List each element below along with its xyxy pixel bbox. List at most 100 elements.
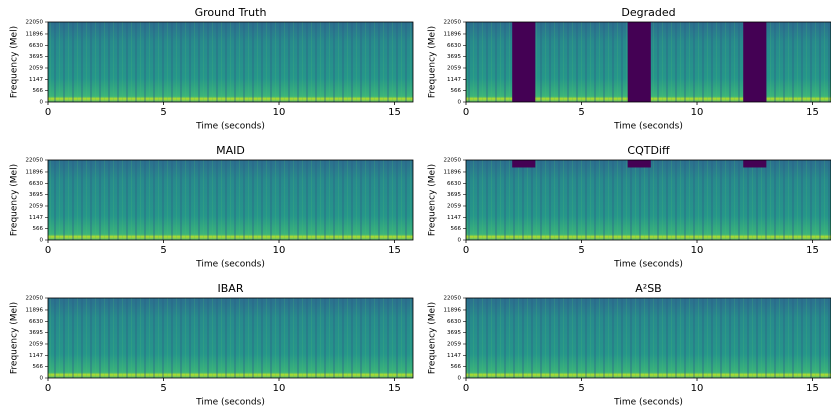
x-tick-label: 5 [578, 245, 584, 256]
y-tick-label: 6630 [29, 319, 43, 325]
masked-region [512, 160, 536, 168]
y-tick-label: 6630 [29, 43, 43, 49]
x-tick-label: 0 [463, 383, 469, 394]
x-tick-label: 15 [806, 383, 819, 394]
x-tick-label: 0 [463, 245, 469, 256]
x-tick-label: 15 [806, 245, 819, 256]
masked-region [512, 22, 536, 102]
spectrogram-texture [48, 298, 413, 378]
x-axis-label: Time (seconds) [613, 122, 683, 132]
x-tick-label: 10 [691, 245, 704, 256]
y-tick-label: 6630 [29, 181, 43, 187]
y-tick-label: 566 [451, 364, 462, 370]
y-axis-label: Frequency (Mel) [428, 26, 438, 98]
y-tick-label: 1147 [29, 353, 43, 359]
y-tick-label: 2059 [447, 65, 461, 71]
y-tick-label: 22050 [26, 20, 44, 26]
x-tick-label: 5 [578, 107, 584, 118]
x-tick-label: 5 [160, 107, 166, 118]
y-tick-label: 3695 [29, 330, 43, 336]
y-tick-label: 1147 [29, 215, 43, 221]
masked-region [743, 22, 767, 102]
y-tick-label: 2059 [29, 203, 43, 209]
y-tick-label: 1147 [29, 77, 43, 83]
panel-title: MAID [216, 144, 245, 157]
x-tick-label: 0 [463, 107, 469, 118]
plot-frame [465, 297, 831, 379]
y-tick-label: 0 [458, 100, 462, 106]
y-tick-label: 3695 [447, 192, 461, 198]
y-tick-label: 0 [458, 238, 462, 244]
x-tick-label: 5 [160, 383, 166, 394]
spectrogram-texture [466, 160, 831, 240]
x-axis-label: Time (seconds) [195, 122, 265, 132]
spectrogram-texture [48, 22, 413, 102]
y-tick-label: 3695 [447, 330, 461, 336]
y-axis-label: Frequency (Mel) [428, 164, 438, 236]
y-tick-label: 2059 [29, 341, 43, 347]
x-tick-label: 10 [273, 245, 286, 256]
y-tick-label: 22050 [26, 158, 44, 164]
y-tick-label: 11896 [444, 169, 462, 175]
y-tick-label: 6630 [447, 43, 461, 49]
y-tick-label: 11896 [26, 307, 44, 313]
masked-region [627, 160, 651, 168]
y-axis-label: Frequency (Mel) [10, 164, 20, 236]
y-tick-label: 566 [33, 364, 44, 370]
y-axis-label: Frequency (Mel) [10, 26, 20, 98]
x-tick-label: 0 [45, 245, 51, 256]
plot-frame [47, 21, 414, 103]
y-tick-label: 22050 [444, 20, 462, 26]
spectrogram-texture [466, 298, 831, 378]
y-tick-label: 22050 [444, 296, 462, 302]
plot-frame [465, 159, 831, 241]
y-tick-label: 3695 [29, 54, 43, 60]
x-tick-label: 0 [45, 107, 51, 118]
y-tick-label: 6630 [447, 319, 461, 325]
x-axis-label: Time (seconds) [613, 398, 683, 408]
panel-title: CQTDiff [627, 144, 670, 157]
panel-title: Ground Truth [195, 6, 267, 19]
x-tick-label: 15 [388, 383, 401, 394]
x-tick-label: 15 [388, 245, 401, 256]
panel-title: A²SB [635, 282, 661, 295]
y-axis-label: Frequency (Mel) [428, 302, 438, 374]
y-tick-label: 0 [40, 376, 44, 382]
y-tick-label: 22050 [26, 296, 44, 302]
y-tick-label: 566 [451, 88, 462, 94]
x-tick-label: 15 [806, 107, 819, 118]
y-tick-label: 566 [33, 226, 44, 232]
y-tick-label: 11896 [26, 31, 44, 37]
panel-title: Degraded [621, 6, 675, 19]
spectrogram-texture [48, 160, 413, 240]
y-tick-label: 0 [40, 238, 44, 244]
y-tick-label: 0 [40, 100, 44, 106]
y-tick-label: 1147 [447, 77, 461, 83]
x-axis-label: Time (seconds) [195, 260, 265, 270]
y-tick-label: 0 [458, 376, 462, 382]
y-axis-label: Frequency (Mel) [10, 302, 20, 374]
masked-region [627, 22, 651, 102]
y-tick-label: 6630 [447, 181, 461, 187]
y-tick-label: 11896 [444, 31, 462, 37]
y-tick-label: 11896 [26, 169, 44, 175]
masked-region [743, 160, 767, 168]
x-tick-label: 10 [691, 383, 704, 394]
x-tick-label: 5 [160, 245, 166, 256]
x-tick-label: 5 [578, 383, 584, 394]
x-tick-label: 10 [273, 383, 286, 394]
x-tick-label: 10 [273, 107, 286, 118]
y-tick-label: 3695 [447, 54, 461, 60]
y-tick-label: 1147 [447, 215, 461, 221]
y-tick-label: 3695 [29, 192, 43, 198]
y-tick-label: 2059 [447, 341, 461, 347]
y-tick-label: 2059 [447, 203, 461, 209]
x-tick-label: 0 [45, 383, 51, 394]
x-axis-label: Time (seconds) [613, 260, 683, 270]
y-tick-label: 22050 [444, 158, 462, 164]
plot-frame [465, 21, 831, 103]
y-tick-label: 566 [451, 226, 462, 232]
y-tick-label: 11896 [444, 307, 462, 313]
y-tick-label: 1147 [447, 353, 461, 359]
